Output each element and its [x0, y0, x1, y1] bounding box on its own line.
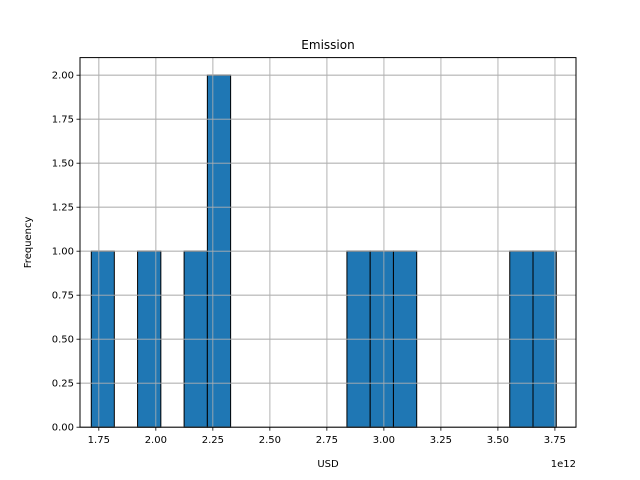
y-axis-label: Frequency [23, 216, 34, 268]
x-axis-label: USD [317, 459, 339, 470]
y-tick-label: 0.25 [52, 379, 74, 390]
x-axis-ticks: 1.75 2.00 2.25 2.50 2.75 3.00 3.25 3.50 3.75 [88, 427, 566, 446]
x-tick-label: 2.00 [145, 435, 167, 446]
x-tick-label: 1.75 [88, 435, 110, 446]
x-tick-label: 2.25 [202, 435, 224, 446]
y-tick-label: 2.00 [52, 71, 74, 82]
y-axis-ticks: 0.00 0.25 0.50 0.75 1.00 1.25 1.50 1.75 2.00 [52, 71, 80, 434]
x-tick-label: 2.75 [316, 435, 338, 446]
y-tick-label: 0.00 [52, 423, 74, 434]
x-tick-label: 3.75 [544, 435, 566, 446]
y-tick-label: 1.25 [52, 203, 74, 214]
x-tick-label: 3.00 [373, 435, 395, 446]
x-tick-label: 3.25 [430, 435, 452, 446]
y-tick-label: 1.75 [52, 115, 74, 126]
chart-title: Emission [301, 38, 354, 52]
x-tick-label: 2.50 [259, 435, 281, 446]
plot-frame [79, 57, 577, 428]
x-axis-offset-label: 1e12 [551, 459, 576, 470]
y-tick-label: 0.75 [52, 291, 74, 302]
y-tick-label: 1.00 [52, 247, 74, 258]
y-tick-label: 0.50 [52, 335, 74, 346]
x-tick-label: 3.50 [487, 435, 509, 446]
y-tick-label: 1.50 [52, 159, 74, 170]
